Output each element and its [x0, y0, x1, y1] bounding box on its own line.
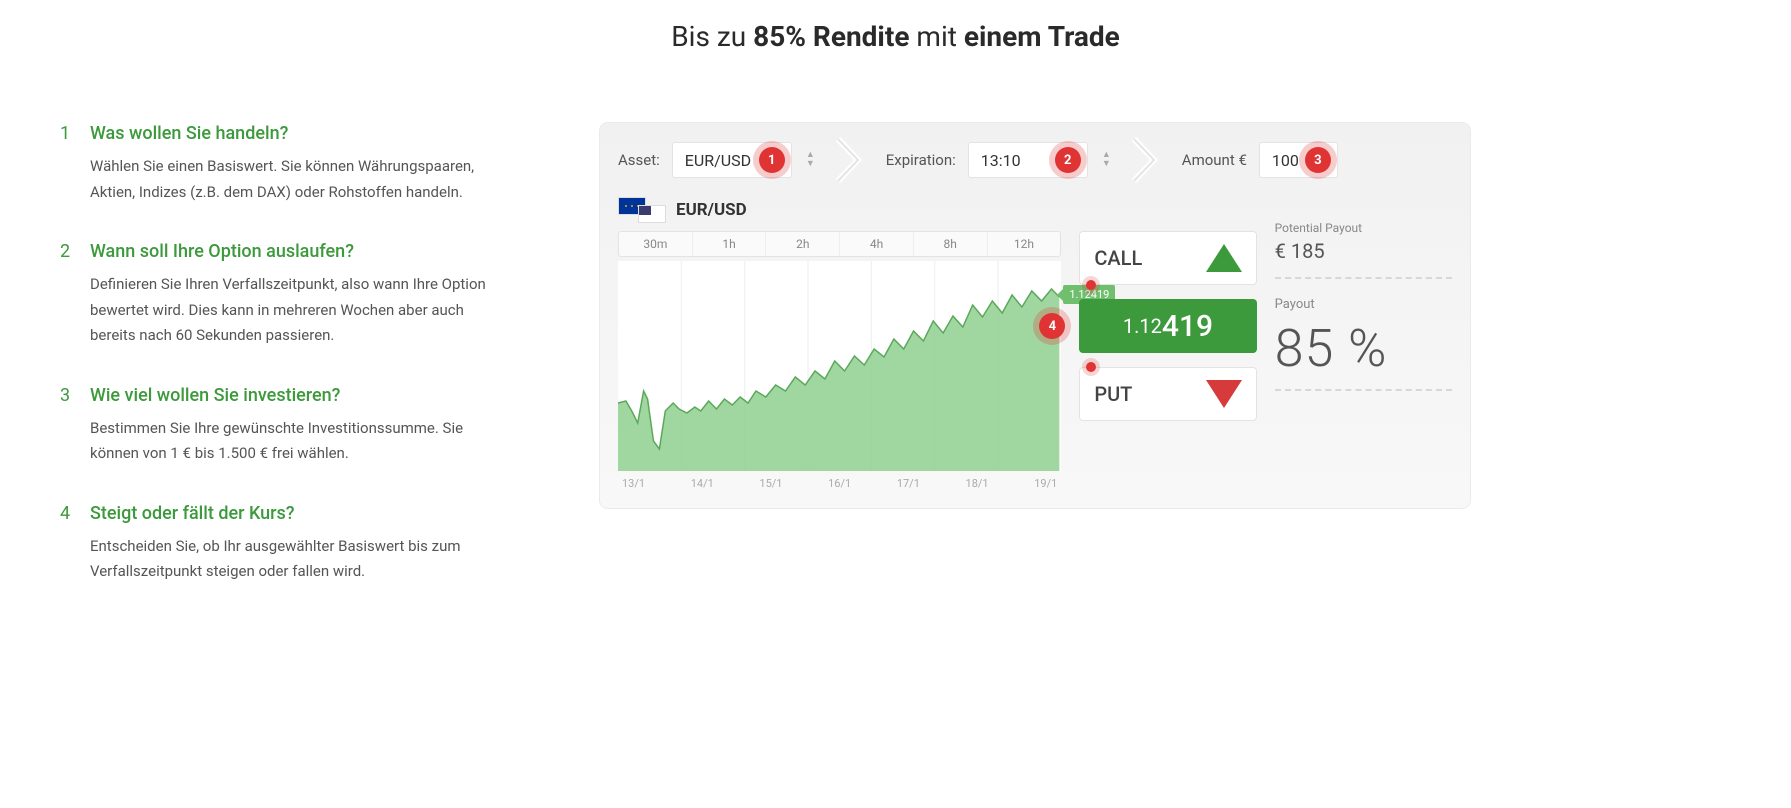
- tf-12h[interactable]: 12h: [988, 232, 1061, 256]
- badge-4: 4: [1039, 313, 1065, 339]
- price-chart[interactable]: 1.12419: [618, 261, 1061, 471]
- current-price: 4 1.12419: [1079, 299, 1256, 353]
- trading-panel: Asset: EUR/USD 1 ▲▼ Expiration: 13:10 2: [600, 123, 1470, 508]
- call-label: CALL: [1094, 246, 1142, 270]
- potential-payout-label: Potential Payout: [1275, 221, 1452, 235]
- xaxis-label: 19/1: [1034, 477, 1057, 490]
- call-button[interactable]: CALL: [1079, 231, 1256, 285]
- amount-label: Amount €: [1182, 151, 1247, 169]
- xaxis-label: 13/1: [622, 477, 645, 490]
- step-desc: Entscheiden Sie, ob Ihr ausgewählter Bas…: [90, 534, 500, 585]
- divider: [1275, 277, 1452, 279]
- put-label: PUT: [1094, 382, 1132, 406]
- step-title: Wann soll Ihre Option auslaufen?: [90, 241, 500, 262]
- payout-value: 85 %: [1275, 318, 1452, 379]
- steps-column: 1 Was wollen Sie handeln? Wählen Sie ein…: [60, 123, 500, 621]
- step-title: Was wollen Sie handeln?: [90, 123, 500, 144]
- marker-dot-icon: [1086, 362, 1096, 372]
- amount-field: Amount € 100 3: [1182, 142, 1338, 178]
- tf-1h[interactable]: 1h: [693, 232, 767, 256]
- step-2: 2 Wann soll Ihre Option auslaufen? Defin…: [60, 241, 500, 349]
- timeframe-selector: 30m 1h 2h 4h 8h 12h: [618, 231, 1061, 257]
- step-3: 3 Wie viel wollen Sie investieren? Besti…: [60, 385, 500, 467]
- badge-1: 1: [759, 147, 785, 173]
- triangle-down-icon: [1206, 380, 1242, 408]
- tf-30m[interactable]: 30m: [619, 232, 693, 256]
- chevron-separator-icon: [836, 137, 862, 183]
- step-1: 1 Was wollen Sie handeln? Wählen Sie ein…: [60, 123, 500, 205]
- step-desc: Definieren Sie Ihren Verfallszeitpunkt, …: [90, 272, 500, 349]
- headline-mid: mit: [909, 20, 963, 53]
- tf-4h[interactable]: 4h: [840, 232, 914, 256]
- amount-input[interactable]: 100 3: [1259, 142, 1338, 178]
- headline-bold1: 85% Rendite: [753, 20, 909, 53]
- step-title: Wie viel wollen Sie investieren?: [90, 385, 500, 406]
- expiration-select[interactable]: 13:10 2 ▲▼: [968, 142, 1088, 178]
- page-headline: Bis zu 85% Rendite mit einem Trade: [60, 20, 1731, 53]
- step-number: 4: [60, 503, 90, 585]
- xaxis-label: 17/1: [897, 477, 920, 490]
- tf-8h[interactable]: 8h: [914, 232, 988, 256]
- price-prefix: 1.12: [1123, 314, 1162, 338]
- step-number: 2: [60, 241, 90, 349]
- action-column: CALL 4 1.12419 PUT: [1079, 197, 1256, 490]
- asset-value: EUR/USD: [685, 151, 751, 170]
- headline-bold2: einem Trade: [964, 20, 1120, 53]
- headline-pre: Bis zu: [671, 20, 753, 53]
- xaxis-label: 15/1: [759, 477, 782, 490]
- expiration-field: Expiration: 13:10 2 ▲▼: [886, 142, 1088, 178]
- badge-2: 2: [1055, 147, 1081, 173]
- stepper-icon[interactable]: ▲▼: [1102, 151, 1111, 169]
- chart-column: EUR/USD 30m 1h 2h 4h 8h 12h 1.12419: [618, 197, 1061, 490]
- tf-2h[interactable]: 2h: [766, 232, 840, 256]
- expiration-value: 13:10: [981, 151, 1021, 170]
- amount-value: 100: [1272, 151, 1299, 170]
- asset-label: Asset:: [618, 151, 660, 169]
- pair-header: EUR/USD: [618, 197, 1061, 223]
- step-title: Steigt oder fällt der Kurs?: [90, 503, 500, 524]
- us-flag-icon: [638, 205, 666, 223]
- chart-xaxis: 13/1 14/1 15/1 16/1 17/1 18/1 19/1: [618, 477, 1061, 490]
- payout-column: Potential Payout € 185 Payout 85 %: [1275, 197, 1452, 490]
- xaxis-label: 16/1: [828, 477, 851, 490]
- step-desc: Bestimmen Sie Ihre gewünschte Investitio…: [90, 416, 500, 467]
- xaxis-label: 18/1: [966, 477, 989, 490]
- expiration-label: Expiration:: [886, 151, 956, 169]
- marker-dot-icon: [1086, 280, 1096, 290]
- xaxis-label: 14/1: [691, 477, 714, 490]
- asset-field: Asset: EUR/USD 1 ▲▼: [618, 142, 792, 178]
- stepper-icon[interactable]: ▲▼: [806, 151, 815, 169]
- flag-icons: [618, 197, 666, 223]
- step-desc: Wählen Sie einen Basiswert. Sie können W…: [90, 154, 500, 205]
- panel-topbar: Asset: EUR/USD 1 ▲▼ Expiration: 13:10 2: [600, 123, 1470, 197]
- step-number: 3: [60, 385, 90, 467]
- triangle-up-icon: [1206, 244, 1242, 272]
- pair-name: EUR/USD: [676, 200, 747, 220]
- price-big: 419: [1162, 309, 1213, 344]
- payout-label: Payout: [1275, 297, 1452, 312]
- step-4: 4 Steigt oder fällt der Kurs? Entscheide…: [60, 503, 500, 585]
- divider: [1275, 389, 1452, 391]
- chevron-separator-icon: [1132, 137, 1158, 183]
- asset-select[interactable]: EUR/USD 1 ▲▼: [672, 142, 792, 178]
- step-number: 1: [60, 123, 90, 205]
- put-button[interactable]: PUT: [1079, 367, 1256, 421]
- badge-3: 3: [1305, 147, 1331, 173]
- potential-payout-value: € 185: [1275, 239, 1452, 263]
